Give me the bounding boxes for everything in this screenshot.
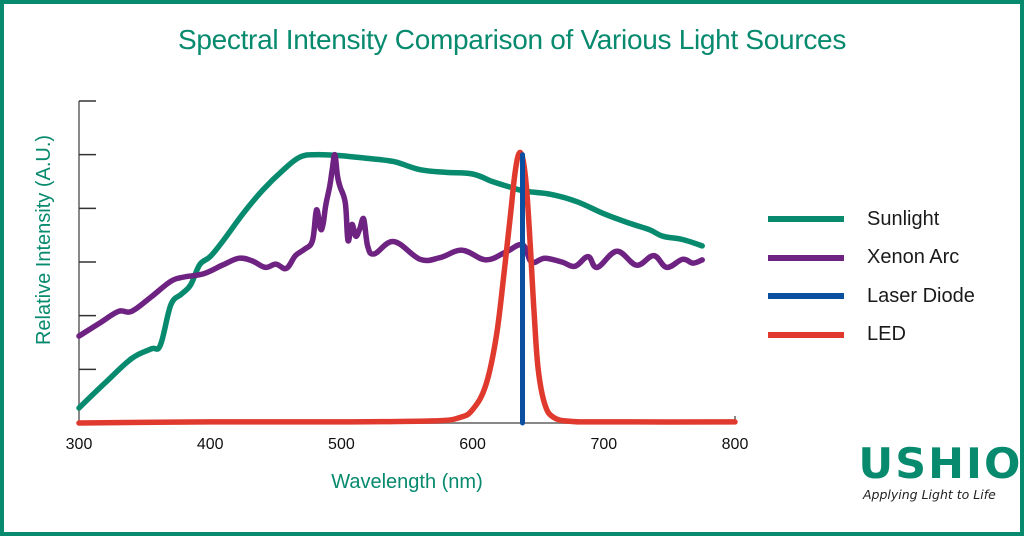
chart-title: Spectral Intensity Comparison of Various… bbox=[177, 24, 847, 55]
legend-label: Xenon Arc bbox=[867, 246, 960, 269]
x-tick-label: 700 bbox=[590, 436, 617, 453]
legend-item-led: LED bbox=[768, 316, 975, 355]
legend-swatch bbox=[768, 293, 844, 300]
legend-swatch bbox=[768, 216, 844, 223]
legend: Sunlight Xenon Arc Laser Diode LED bbox=[768, 200, 975, 354]
series-line-sunlight bbox=[76, 151, 705, 411]
x-tick-labels: 300 400 500 600 700 800 bbox=[66, 436, 749, 453]
series-line-xenon-arc bbox=[76, 151, 705, 339]
legend-label: Laser Diode bbox=[867, 284, 975, 307]
legend-swatch bbox=[768, 331, 844, 338]
x-tick-label: 300 bbox=[66, 436, 93, 453]
x-tick-label: 400 bbox=[197, 436, 224, 453]
x-tick-label: 800 bbox=[722, 436, 749, 453]
x-tick-label: 500 bbox=[328, 436, 355, 453]
legend-label: Sunlight bbox=[867, 207, 940, 230]
legend-item-xenon-arc: Xenon Arc bbox=[768, 239, 975, 278]
legend-item-sunlight: Sunlight bbox=[768, 200, 975, 239]
ushio-logo: USHIO Applying Light to Life bbox=[858, 439, 1023, 503]
series-group bbox=[76, 149, 738, 426]
logo-wordmark: USHIO bbox=[858, 439, 1023, 488]
legend-item-laser-diode: Laser Diode bbox=[768, 277, 975, 316]
x-axis-label: Wavelength (nm) bbox=[331, 471, 483, 493]
series-line-led bbox=[76, 149, 738, 426]
legend-swatch bbox=[768, 254, 844, 261]
legend-label: LED bbox=[867, 323, 906, 346]
x-tick-label: 600 bbox=[459, 436, 486, 453]
logo-tagline: Applying Light to Life bbox=[863, 487, 996, 502]
axes bbox=[78, 100, 736, 424]
y-axis-label: Relative Intensity (A.U.) bbox=[33, 135, 55, 345]
